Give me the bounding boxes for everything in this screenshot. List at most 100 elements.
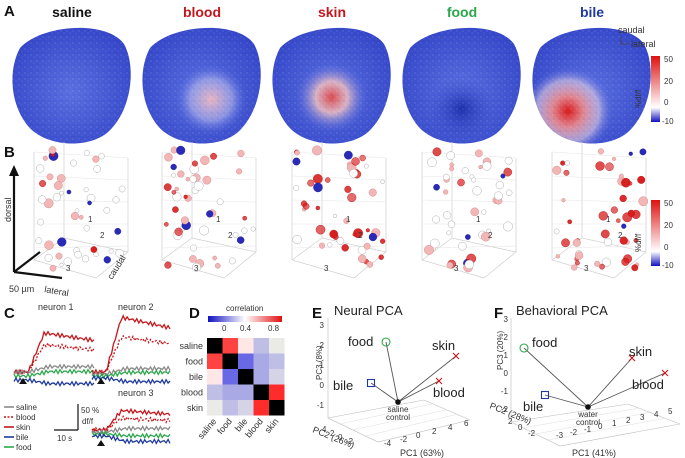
neuron-dot xyxy=(174,227,183,236)
scale-y-label: 50 % xyxy=(81,406,99,415)
neuron-dot xyxy=(118,185,126,193)
neuron-dot xyxy=(628,181,633,186)
neuron-dot xyxy=(115,249,124,258)
neuron-dot xyxy=(628,151,633,156)
neuron-dot xyxy=(42,155,48,161)
neuron-dot xyxy=(114,227,122,235)
neuron-dot xyxy=(241,227,248,234)
corr-cell xyxy=(269,384,285,400)
trace-scale-bars: 50 % df/f 10 s xyxy=(54,404,99,443)
neuron-dot xyxy=(172,206,179,213)
neuron-dot xyxy=(199,225,209,236)
neuron-dot xyxy=(610,206,618,214)
pca-origin-label-2: control xyxy=(576,418,600,427)
neuron-id-3: 3 xyxy=(584,264,589,273)
neuron-dot xyxy=(103,256,111,264)
neuron-dot xyxy=(357,254,367,263)
pca-y-tick: 2 xyxy=(330,429,335,438)
neuron-dot xyxy=(555,254,561,259)
neuron-id-1: 1 xyxy=(88,215,93,224)
neuron-dot xyxy=(164,261,172,269)
pca-axis-z-label: PC3 (8%) xyxy=(315,345,324,380)
corr-row-label-bile: bile xyxy=(189,372,203,382)
pca-y-tick: 0 xyxy=(518,423,523,432)
neuron-dot xyxy=(189,175,197,183)
neuron-dot xyxy=(70,159,77,167)
neuron-dot xyxy=(631,264,639,272)
pca-x-tick: 2 xyxy=(626,416,631,425)
neuron-dot xyxy=(481,209,487,215)
neuron-dot xyxy=(35,237,43,245)
neuron-dot xyxy=(368,188,377,197)
panel-letter-e: E xyxy=(312,305,322,322)
pca-z-tick: 2 xyxy=(504,333,509,342)
corr-cell xyxy=(222,369,238,385)
neuron-dot xyxy=(86,193,96,203)
pca-x-tick: 4 xyxy=(654,410,659,419)
neuron-dot xyxy=(55,252,63,260)
scale-x-label: 10 s xyxy=(57,434,72,443)
neuron-dot xyxy=(446,261,454,269)
neuron-dot xyxy=(250,226,256,232)
neuron-dot xyxy=(177,170,185,178)
trace-n3-food xyxy=(91,430,171,440)
colorbar-a-tick: 50 xyxy=(664,55,673,64)
colorbar-a-tick: -10 xyxy=(662,117,674,126)
pca-marker-bile xyxy=(540,390,550,400)
orientation-lateral: lateral xyxy=(631,39,656,49)
neuron-dot xyxy=(83,225,91,232)
neuron-dot xyxy=(553,228,560,235)
neuron-dot xyxy=(427,157,437,168)
colorbar-b-tick: 20 xyxy=(664,221,673,230)
pca-origin-label: water xyxy=(577,410,598,419)
neuron-dot xyxy=(171,190,177,195)
scale-y-unit: df/f xyxy=(82,417,94,426)
neuron-id-2: 2 xyxy=(358,231,363,240)
neuron-dot xyxy=(312,145,322,156)
neuron-dot xyxy=(63,257,72,266)
trace-n1-bile xyxy=(13,376,95,387)
neuron-id-2: 2 xyxy=(618,231,623,240)
corr-col-label-food: food xyxy=(215,416,234,436)
pca-origin-label-2: control xyxy=(386,413,410,422)
neuron-dot xyxy=(343,150,353,160)
neuron-dot xyxy=(46,173,54,181)
corr-cell xyxy=(207,353,223,369)
neuron-dot xyxy=(327,242,333,248)
neuron-id-2: 2 xyxy=(488,231,493,240)
neuron-dot xyxy=(81,255,90,263)
neuron-dot xyxy=(183,194,188,199)
neuron-dot xyxy=(347,193,357,203)
pca-x-tick: -4 xyxy=(384,439,392,448)
neuron-dot xyxy=(364,163,369,169)
pca-x-tick: 1 xyxy=(612,419,617,428)
neuron-dot xyxy=(190,244,197,252)
neuron-dot xyxy=(74,250,82,259)
neuron-dot xyxy=(563,169,570,176)
legend-label-skin: skin xyxy=(16,423,30,432)
neuron-dot xyxy=(57,237,67,247)
corr-cell xyxy=(207,400,223,416)
corr-colorbar-title: correlation xyxy=(226,304,263,313)
pca-marker-bile xyxy=(366,378,376,388)
pca-y-tick: 4 xyxy=(322,425,327,434)
panel-letter-a: A xyxy=(4,3,15,20)
neuron-dot xyxy=(449,166,455,172)
neuron-dot xyxy=(214,262,221,269)
scale-bar-label: 50 µm xyxy=(9,284,34,294)
corr-cell xyxy=(253,400,269,416)
panel-letter-d: D xyxy=(189,305,200,322)
neuron-dot xyxy=(39,180,47,188)
neuron-id-3: 3 xyxy=(324,264,329,273)
pca-z-tick: -1 xyxy=(317,401,325,410)
neuron-dot xyxy=(504,156,513,165)
corr-row-label-blood: blood xyxy=(181,388,203,398)
neuron-dot xyxy=(329,229,339,239)
neuron-dot xyxy=(164,222,169,227)
neuron-dot xyxy=(341,244,349,252)
neuron-dot xyxy=(639,148,647,156)
neuron-dot xyxy=(605,162,614,172)
neuron-dot xyxy=(611,156,616,161)
panel-c-traces xyxy=(13,314,171,446)
